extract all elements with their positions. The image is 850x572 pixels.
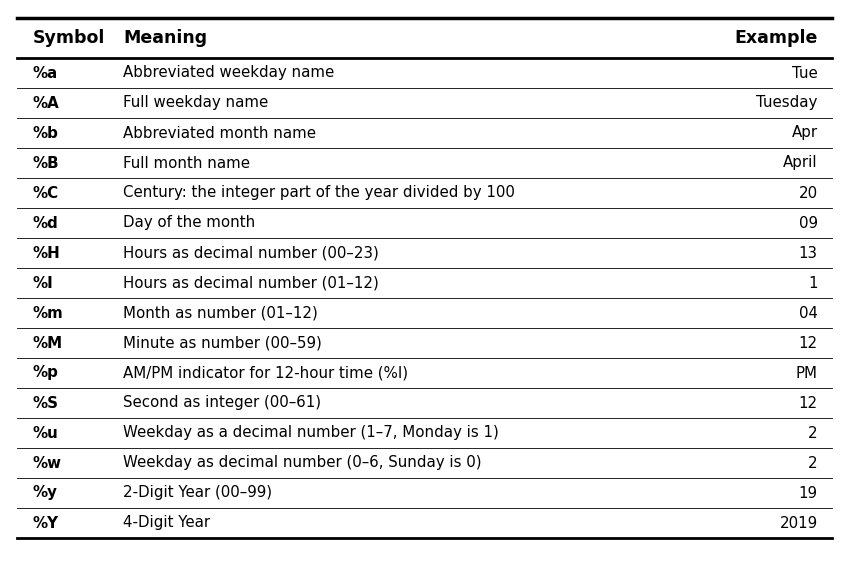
Text: Apr: Apr — [791, 125, 818, 141]
Text: PM: PM — [796, 366, 818, 380]
Text: 19: 19 — [799, 486, 818, 500]
Text: April: April — [783, 156, 818, 170]
Text: %S: %S — [32, 395, 59, 411]
Text: %u: %u — [32, 426, 58, 440]
Text: 4-Digit Year: 4-Digit Year — [123, 515, 210, 530]
Text: 12: 12 — [798, 336, 818, 351]
Text: Hours as decimal number (00–23): Hours as decimal number (00–23) — [123, 245, 379, 260]
Text: Full weekday name: Full weekday name — [123, 96, 269, 110]
Text: %Y: %Y — [32, 515, 59, 530]
Text: Symbol: Symbol — [32, 29, 105, 47]
Text: 20: 20 — [798, 185, 818, 201]
Text: Month as number (01–12): Month as number (01–12) — [123, 305, 318, 320]
Text: Abbreviated weekday name: Abbreviated weekday name — [123, 66, 335, 81]
Text: %m: %m — [32, 305, 63, 320]
Text: Full month name: Full month name — [123, 156, 250, 170]
Text: 12: 12 — [798, 395, 818, 411]
Text: 04: 04 — [799, 305, 818, 320]
Text: 1: 1 — [808, 276, 818, 291]
Text: Minute as number (00–59): Minute as number (00–59) — [123, 336, 322, 351]
Text: %y: %y — [32, 486, 57, 500]
Text: 2-Digit Year (00–99): 2-Digit Year (00–99) — [123, 486, 272, 500]
Text: Example: Example — [734, 29, 818, 47]
Text: 2: 2 — [808, 455, 818, 471]
Text: Weekday as decimal number (0–6, Sunday is 0): Weekday as decimal number (0–6, Sunday i… — [123, 455, 482, 471]
Text: %p: %p — [32, 366, 58, 380]
Text: %a: %a — [32, 66, 58, 81]
Text: Tue: Tue — [792, 66, 818, 81]
Text: %H: %H — [32, 245, 60, 260]
Text: %w: %w — [32, 455, 61, 471]
Text: Tuesday: Tuesday — [756, 96, 818, 110]
Text: 13: 13 — [799, 245, 818, 260]
Text: %d: %d — [32, 216, 58, 231]
Text: %M: %M — [32, 336, 62, 351]
Text: %b: %b — [32, 125, 58, 141]
Text: Weekday as a decimal number (1–7, Monday is 1): Weekday as a decimal number (1–7, Monday… — [123, 426, 499, 440]
Text: 2019: 2019 — [779, 515, 818, 530]
Text: %B: %B — [32, 156, 59, 170]
Text: AM/PM indicator for 12-hour time (%I): AM/PM indicator for 12-hour time (%I) — [123, 366, 408, 380]
Text: Hours as decimal number (01–12): Hours as decimal number (01–12) — [123, 276, 379, 291]
Text: Abbreviated month name: Abbreviated month name — [123, 125, 316, 141]
Text: %I: %I — [32, 276, 53, 291]
Text: 2: 2 — [808, 426, 818, 440]
Text: Day of the month: Day of the month — [123, 216, 256, 231]
Text: Century: the integer part of the year divided by 100: Century: the integer part of the year di… — [123, 185, 515, 201]
Text: %A: %A — [32, 96, 59, 110]
Text: Meaning: Meaning — [123, 29, 207, 47]
Text: %C: %C — [32, 185, 59, 201]
Text: 09: 09 — [799, 216, 818, 231]
Text: Second as integer (00–61): Second as integer (00–61) — [123, 395, 321, 411]
